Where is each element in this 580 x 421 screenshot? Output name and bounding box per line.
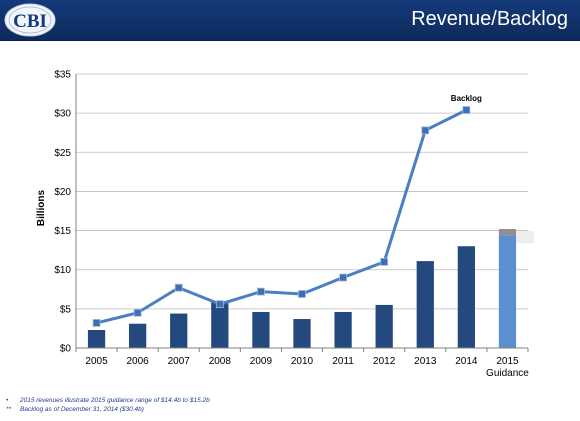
revenue-bar [129,323,147,348]
axes [75,74,529,352]
backlog-markers [92,106,471,327]
y-tick-label: $20 [54,187,71,198]
y-tick-label: $30 [54,109,71,120]
x-tick-label: 2005 [85,356,108,367]
y-tick-label: $5 [60,304,72,315]
backlog-point [421,126,430,135]
revenue-backlog-chart: $0 $5 $10 $15 $20 $25 $30 $35 Backlog 2005 2006 200… [0,40,580,394]
backlog-line [96,108,468,325]
backlog-point [339,273,347,282]
y-tick-label: $15 [54,226,71,237]
revenue-bar [170,313,188,348]
gridlines [76,73,528,310]
x-tick-label: 2012 [373,356,396,367]
revenue-bars [87,229,535,348]
footnotes: • 2015 revenues illustrate 2015 guidance … [6,396,576,414]
guidance-shadow [516,231,535,244]
backlog-point [380,257,389,266]
slide-title: Revenue/Backlog [411,8,568,30]
guidance-range-segment [498,229,517,236]
x-tick-label: 2009 [250,356,273,367]
footnote-backlog: ** Backlog as of December 31, 2014 ($30.4… [6,406,144,413]
backlog-point [462,106,471,114]
x-tick-label: 2008 [209,356,232,367]
backlog-point [174,283,183,292]
x-tick-sublabel: Guidance [486,368,529,379]
y-tick-label: $0 [60,344,72,355]
backlog-annotation: Backlog [451,94,482,103]
x-tick-label: 2010 [291,356,314,367]
backlog-series-line [96,108,468,325]
slide-header: CBI Revenue/Backlog [0,0,580,41]
x-tick-label: 2013 [414,356,437,367]
revenue-bar [498,235,517,348]
y-tick-label: $10 [54,265,71,276]
revenue-bar [211,301,229,348]
x-tick-label: 2014 [455,356,478,367]
cbi-logo: CBI [4,3,56,37]
revenue-bar [334,311,352,348]
backlog-point [298,290,306,298]
backlog-point [257,287,265,296]
revenue-bar [293,319,311,348]
y-tick-label: $25 [54,148,71,159]
y-tick-label: $35 [54,70,71,81]
revenue-bar [375,304,393,348]
backlog-point [215,300,224,309]
x-tick-label: 2007 [168,356,191,367]
backlog-point [133,308,142,317]
revenue-bar [416,261,434,348]
revenue-bar [87,329,106,348]
revenue-bar [457,246,475,348]
y-axis-label: Billions [36,190,47,227]
logo-text: CBI [13,11,47,32]
tick-labels: $0 $5 $10 $15 $20 $25 $30 $35 Backlog 2005 2006 200… [54,70,529,380]
backlog-point [92,319,101,327]
x-tick-label: 2006 [127,356,150,367]
revenue-bar [252,311,270,348]
footnote-guidance: • 2015 revenues illustrate 2015 guidance … [6,397,210,404]
x-tick-label: 2015 [496,356,519,367]
x-tick-label: 2011 [332,356,354,367]
